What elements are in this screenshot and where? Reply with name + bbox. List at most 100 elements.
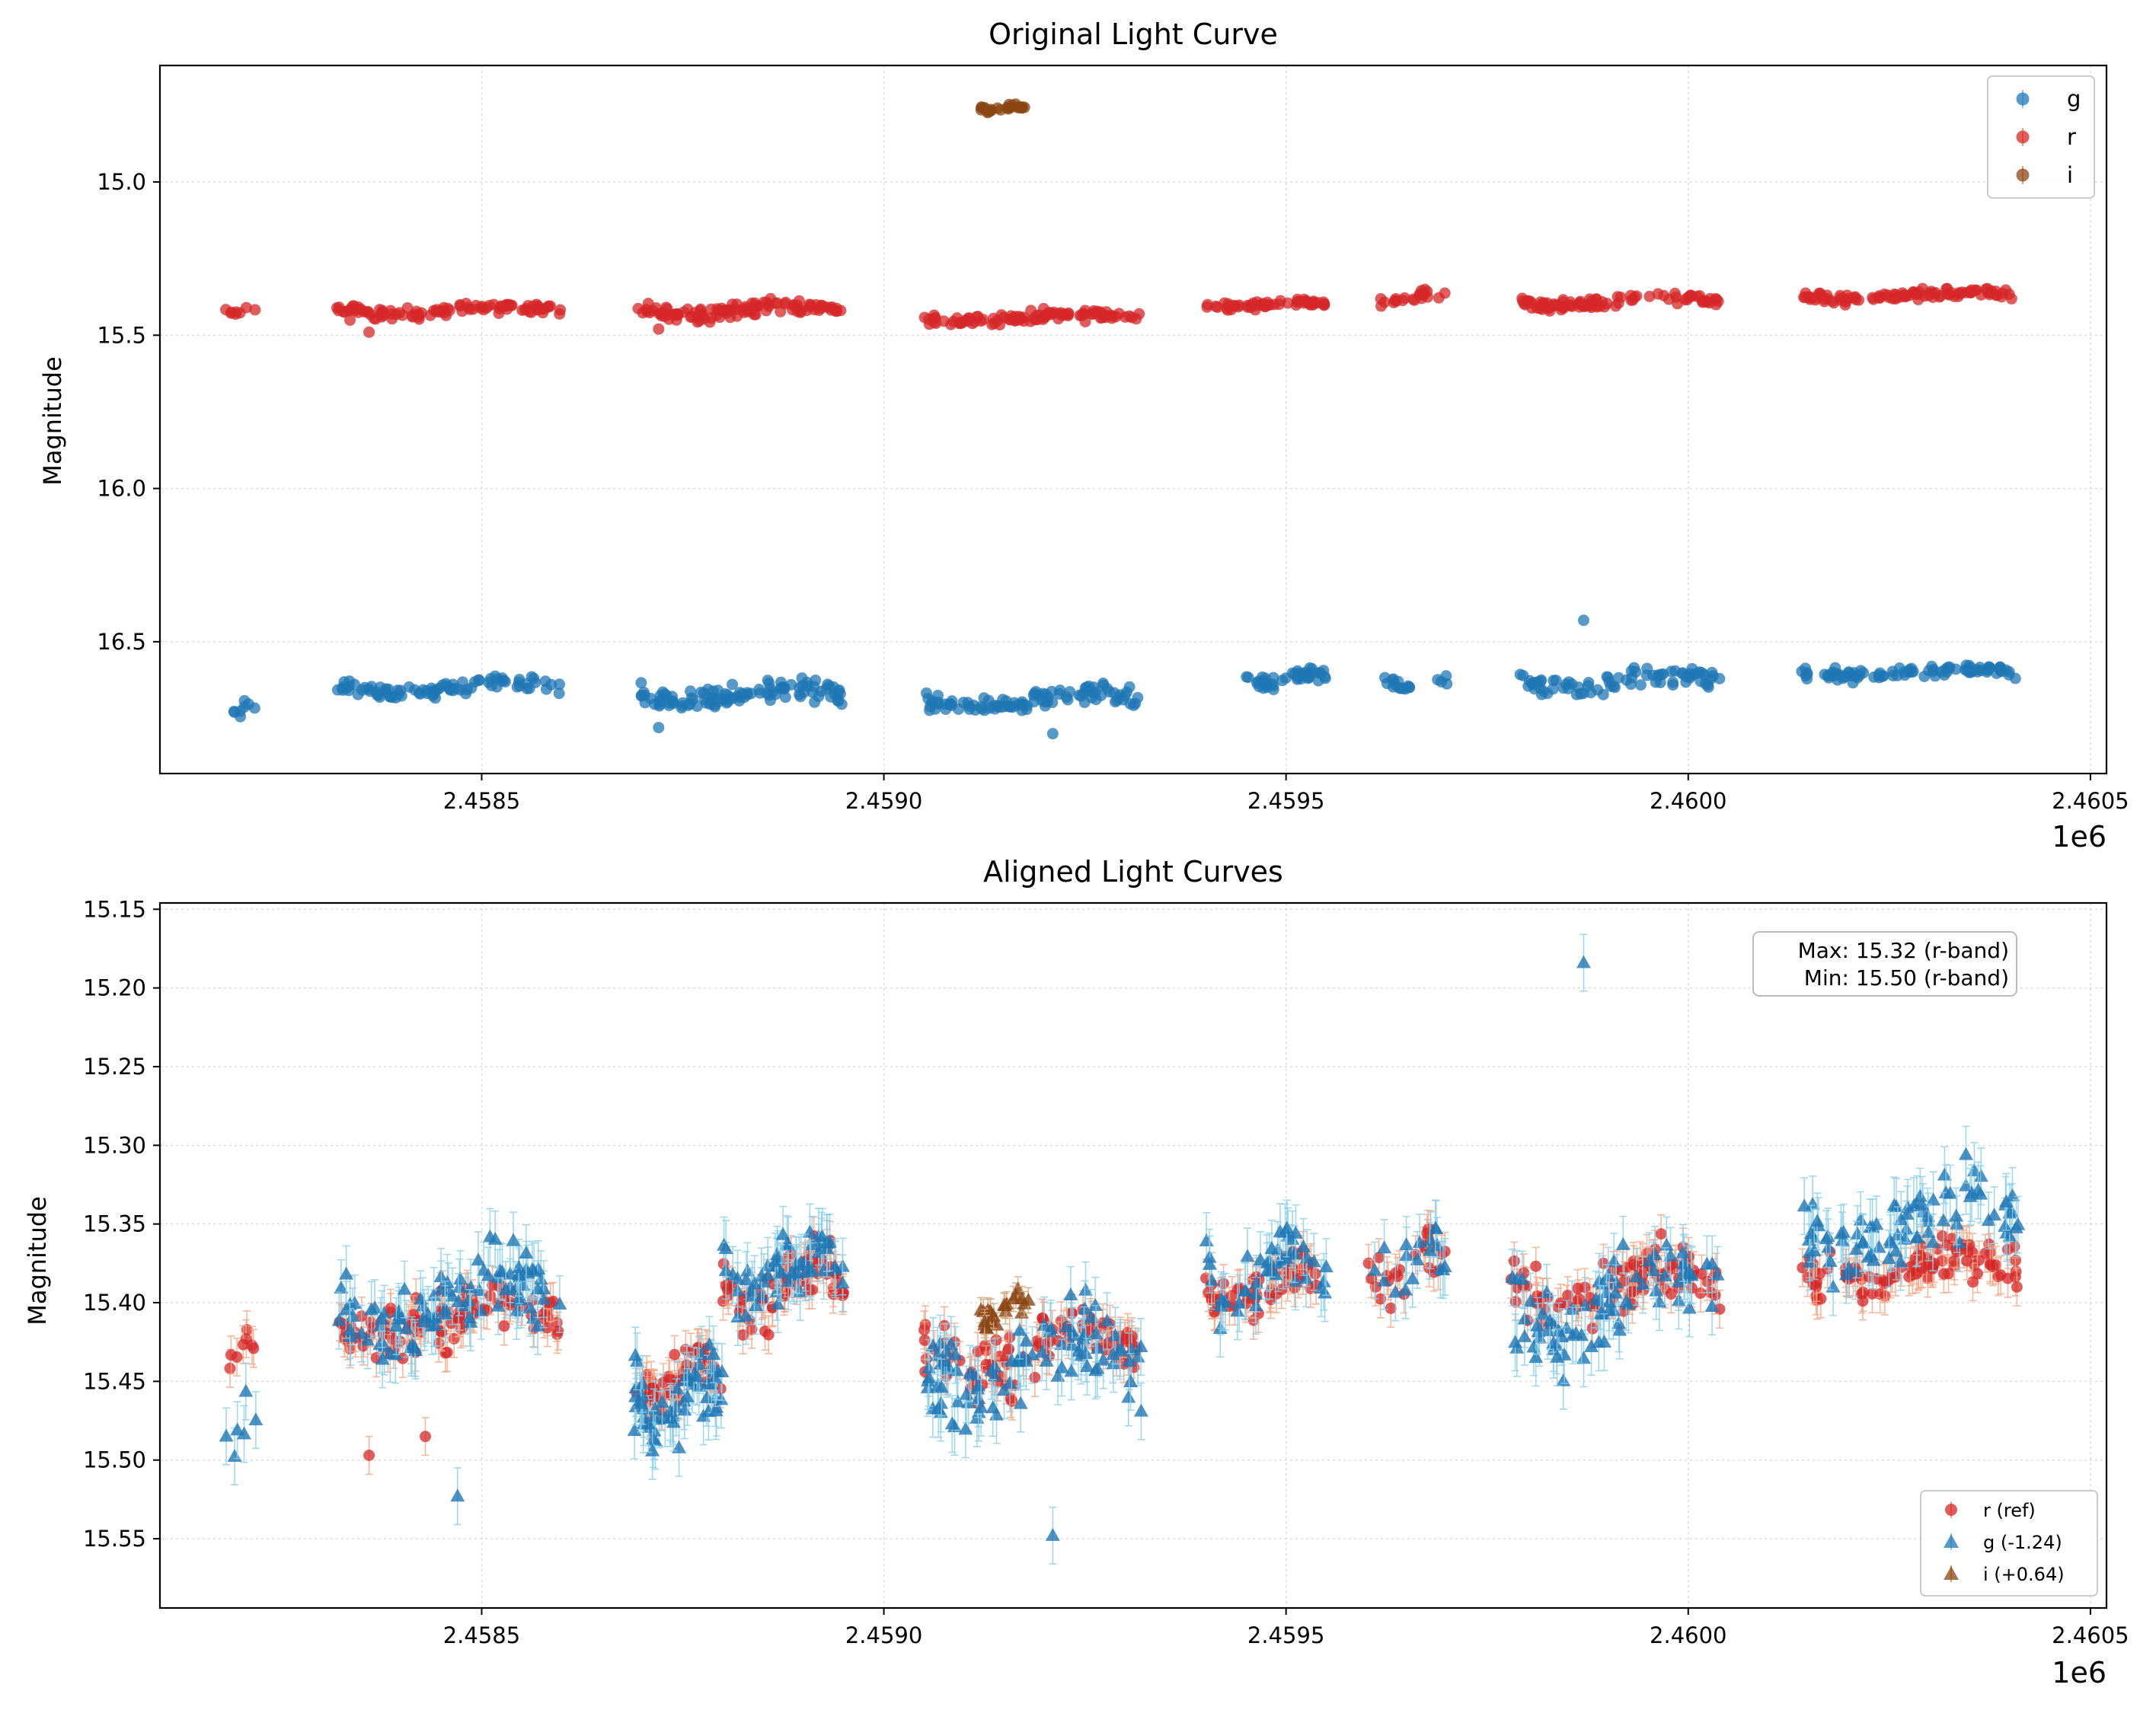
data-point-r-ref xyxy=(1119,1332,1131,1345)
data-point-g-1-24 xyxy=(1889,1243,1904,1257)
data-point-g-1-24 xyxy=(1819,1231,1834,1245)
data-point-r xyxy=(1643,290,1656,302)
data-point-g-1-24 xyxy=(1508,1335,1523,1348)
data-point-r xyxy=(1658,289,1670,301)
data-point-r-ref xyxy=(224,1362,236,1374)
data-point-g-1-24 xyxy=(377,1338,392,1352)
data-point-g-1-24 xyxy=(925,1338,941,1352)
data-point-g xyxy=(553,688,565,700)
data-point-g-1-24 xyxy=(939,1344,954,1357)
data-point-g-1-24 xyxy=(1835,1233,1850,1246)
data-point-g-1-24 xyxy=(1231,1295,1247,1309)
data-point-g-1-24 xyxy=(1912,1188,1928,1202)
data-point-r xyxy=(430,305,442,317)
data-point-g-1-24 xyxy=(1849,1242,1864,1255)
data-point-r-ref xyxy=(1625,1285,1637,1297)
data-point-r xyxy=(1232,301,1244,313)
data-point-r-ref xyxy=(1695,1268,1707,1280)
data-point-g-1-24 xyxy=(519,1245,534,1259)
data-point-g-1-24 xyxy=(1608,1285,1624,1299)
data-point-g-1-24 xyxy=(1318,1259,1334,1273)
data-point-r-ref xyxy=(1530,1260,1542,1272)
data-point-g-1-24 xyxy=(474,1303,489,1316)
chart-title: Aligned Light Curves xyxy=(983,855,1283,888)
data-point-g-1-24 xyxy=(552,1296,567,1310)
data-point-r-ref xyxy=(363,1450,375,1462)
plot-area xyxy=(219,933,2026,1565)
data-point-g-1-24 xyxy=(1100,1313,1115,1327)
data-point-r-ref xyxy=(552,1325,564,1337)
data-point-r-ref xyxy=(453,1311,465,1323)
data-point-r-ref xyxy=(1385,1302,1397,1314)
data-point-r-ref xyxy=(407,1309,420,1321)
legend: g r i xyxy=(1987,75,2095,199)
data-point-g xyxy=(1253,681,1265,693)
data-point-g-1-24 xyxy=(339,1266,354,1280)
data-point-r xyxy=(771,297,784,309)
data-point-g-1-24 xyxy=(835,1275,850,1289)
data-point-r xyxy=(1037,302,1049,314)
original-light-curve-panel: Original Light Curve Magnitude 2.4585 2.4… xyxy=(38,18,2129,853)
data-point-g-1-24 xyxy=(1950,1216,1965,1230)
legend-label-r: r xyxy=(2067,124,2076,150)
data-point-g-1-24 xyxy=(452,1271,468,1285)
data-point-g xyxy=(331,684,343,696)
x-axis-ticks: 2.4585 2.4590 2.4595 2.4600 2.4605 xyxy=(443,1608,2129,1648)
data-point-g-1-24 xyxy=(219,1428,234,1442)
data-point-g-1-24 xyxy=(677,1402,692,1416)
data-point-r xyxy=(1927,287,1939,299)
data-point-g-1-24 xyxy=(1065,1337,1080,1351)
data-point-g-1-24 xyxy=(1710,1267,1725,1281)
data-point-r-ref xyxy=(420,1431,432,1443)
data-point-g-1-24 xyxy=(934,1380,949,1393)
data-point-g-1-24 xyxy=(706,1346,721,1360)
data-point-g-1-24 xyxy=(708,1403,723,1417)
data-point-g-1-24 xyxy=(1367,1262,1382,1276)
data-point-g-1-24 xyxy=(1671,1274,1686,1287)
data-point-r xyxy=(1995,291,2007,303)
data-point-g-1-24 xyxy=(1034,1345,1049,1358)
data-point-r xyxy=(225,306,238,318)
data-point-g-1-24 xyxy=(1576,955,1591,968)
data-point-g-1-24 xyxy=(1556,1373,1571,1386)
data-point-g-1-24 xyxy=(2008,1220,2023,1233)
data-point-g xyxy=(1286,667,1298,679)
data-point-g-1-24 xyxy=(775,1227,791,1240)
data-point-g-1-24 xyxy=(1039,1353,1054,1367)
data-point-g-1-24 xyxy=(1805,1196,1820,1210)
data-point-r xyxy=(1005,310,1017,322)
data-point-r-ref xyxy=(1655,1228,1667,1240)
data-point-g-1-24 xyxy=(1647,1247,1663,1261)
data-point-r-ref xyxy=(1586,1322,1599,1335)
data-point-g xyxy=(1628,662,1640,674)
legend-item-g-offset: g (-1.24) xyxy=(1944,1532,2062,1553)
y-tick-label: 15.50 xyxy=(83,1447,146,1473)
data-point-g xyxy=(1123,681,1135,693)
data-point-g-1-24 xyxy=(1596,1334,1611,1348)
data-point-r xyxy=(240,301,252,314)
data-point-g-1-24 xyxy=(1797,1198,1812,1212)
data-point-g-1-24 xyxy=(1602,1303,1617,1316)
data-point-g xyxy=(1113,691,1126,703)
data-point-g-1-24 xyxy=(238,1383,254,1397)
data-point-g-1-24 xyxy=(1881,1251,1896,1265)
data-point-g-1-24 xyxy=(227,1448,242,1462)
data-point-g xyxy=(989,703,1001,715)
data-point-g-1-24 xyxy=(1998,1194,2014,1208)
data-point-g-1-24 xyxy=(481,1268,496,1281)
data-point-g-1-24 xyxy=(1926,1192,1941,1206)
data-point-g-1-24 xyxy=(1078,1345,1094,1359)
data-point-g-1-24 xyxy=(1635,1277,1650,1290)
data-point-g xyxy=(242,698,254,710)
data-point-g-1-24 xyxy=(1064,1364,1079,1377)
data-point-g-1-24 xyxy=(1517,1329,1532,1342)
legend-marker-i xyxy=(2016,168,2030,182)
data-point-g-1-24 xyxy=(451,1294,466,1308)
data-point-r-ref xyxy=(737,1329,749,1341)
aligned-light-curves-panel: Aligned Light Curves Magnitude 2.4585 2.4… xyxy=(23,855,2129,1689)
data-point-g-1-24 xyxy=(1551,1323,1567,1337)
data-point-g xyxy=(1550,675,1562,687)
data-point-r-ref xyxy=(248,1342,260,1354)
data-point-r xyxy=(542,301,554,313)
